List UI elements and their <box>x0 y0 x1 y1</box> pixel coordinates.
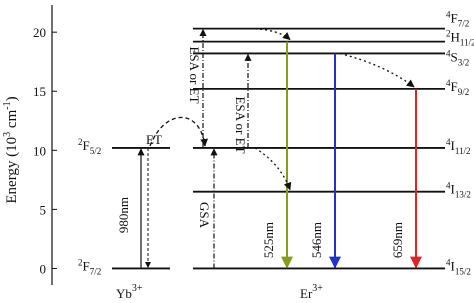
subscript: 11/2 <box>455 146 471 156</box>
nonradiative-arrow <box>249 27 291 41</box>
transition-label: ESA or ET <box>187 46 202 103</box>
term: F <box>451 11 458 26</box>
charge: 3+ <box>312 283 323 294</box>
term: I <box>451 258 455 273</box>
transition-label: ET <box>146 132 162 147</box>
term: F <box>83 258 90 273</box>
transition-label: ESA or ET <box>233 96 248 153</box>
term: F <box>451 79 458 94</box>
superscript: 4 <box>446 257 451 267</box>
text: cm <box>4 109 20 131</box>
subscript: 15/2 <box>455 266 471 276</box>
level-label: 4S3/2 <box>446 48 469 67</box>
y-tick-label: 10 <box>33 143 46 158</box>
transition-label: 980nm <box>116 197 131 233</box>
element: Yb <box>116 286 132 301</box>
ion-label: Er3+ <box>300 283 323 301</box>
transition-label: 659nm <box>390 222 405 258</box>
term: F <box>83 138 90 153</box>
term: H <box>451 30 460 45</box>
charge: 3+ <box>132 283 143 294</box>
y-tick-label: 20 <box>33 25 46 40</box>
axis-label: Energy (103 cm-1) <box>2 96 20 203</box>
superscript: 2 <box>78 257 83 267</box>
superscript: 2 <box>446 29 451 39</box>
ion-label: Yb3+ <box>116 283 143 301</box>
level-label: 4I15/2 <box>446 257 471 276</box>
level-label: 4F9/2 <box>446 78 469 97</box>
superscript: 2 <box>78 137 83 147</box>
level-label: 2H11/2 <box>446 29 474 48</box>
superscript: 3 <box>2 132 13 137</box>
subscript: 13/2 <box>455 190 471 200</box>
text: Energy (10 <box>4 137 20 204</box>
energy-transfer-arrow <box>149 117 208 147</box>
transition-label: GSA <box>197 202 212 229</box>
superscript: 4 <box>446 10 451 20</box>
level-label: 4I11/2 <box>446 137 471 156</box>
y-tick-label: 15 <box>33 84 46 99</box>
y-tick-label: 0 <box>40 261 47 276</box>
superscript: -1 <box>2 101 13 109</box>
subscript: 7/2 <box>90 266 102 276</box>
superscript: 4 <box>446 181 451 191</box>
subscript: 7/2 <box>458 19 470 29</box>
level-label: 2F5/2 <box>78 137 101 156</box>
nonradiative-arrow <box>254 147 292 191</box>
level-label: 2F7/2 <box>78 257 101 276</box>
transition-label: 546nm <box>309 222 324 258</box>
term: S <box>451 49 458 64</box>
level-label: 4F7/2 <box>446 10 469 29</box>
subscript: 3/2 <box>458 57 470 67</box>
subscript: 9/2 <box>458 87 470 97</box>
superscript: 4 <box>446 78 451 88</box>
superscript: 4 <box>446 48 451 58</box>
term: I <box>451 182 455 197</box>
y-tick-label: 5 <box>40 202 47 217</box>
nonradiative-arrow <box>339 52 415 88</box>
text: ) <box>4 96 20 101</box>
superscript: 4 <box>446 137 451 147</box>
subscript: 11/2 <box>460 38 474 48</box>
term: I <box>451 138 455 153</box>
level-label: 4I13/2 <box>446 181 471 200</box>
element: Er <box>300 286 313 301</box>
transition-label: 525nm <box>261 222 276 258</box>
subscript: 5/2 <box>90 146 102 156</box>
